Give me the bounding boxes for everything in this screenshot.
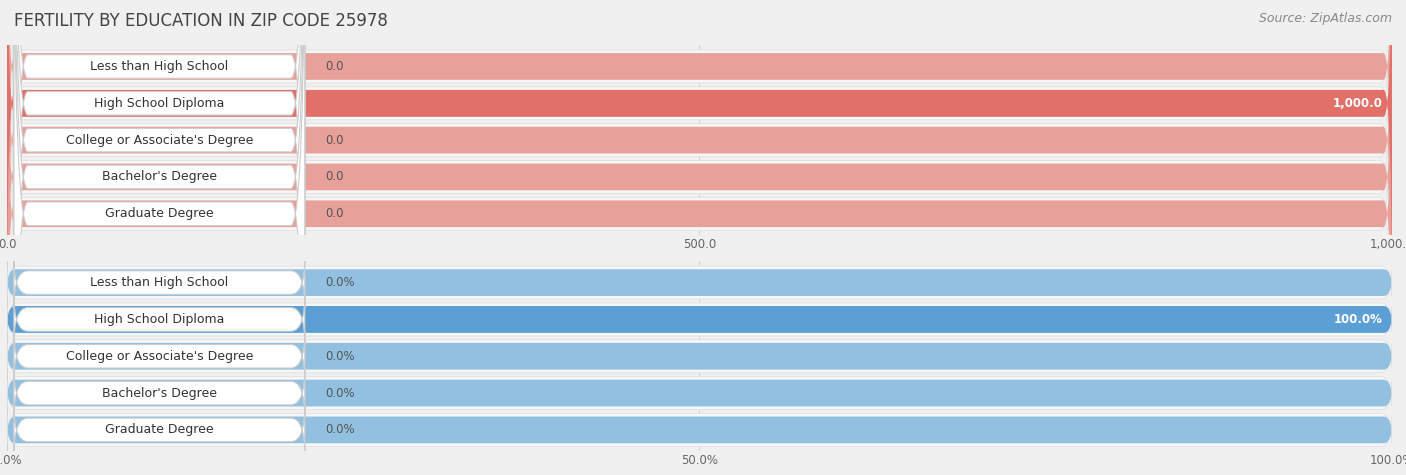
- Text: Bachelor's Degree: Bachelor's Degree: [101, 387, 217, 399]
- FancyBboxPatch shape: [7, 303, 1392, 336]
- Text: 0.0: 0.0: [326, 60, 344, 73]
- Text: 0.0%: 0.0%: [326, 350, 356, 363]
- Text: 0.0%: 0.0%: [326, 423, 356, 437]
- Text: College or Associate's Degree: College or Associate's Degree: [66, 133, 253, 147]
- FancyBboxPatch shape: [7, 417, 1392, 443]
- FancyBboxPatch shape: [7, 0, 1392, 384]
- Text: High School Diploma: High School Diploma: [94, 97, 225, 110]
- FancyBboxPatch shape: [7, 343, 1392, 370]
- Text: Graduate Degree: Graduate Degree: [105, 423, 214, 437]
- FancyBboxPatch shape: [14, 294, 305, 344]
- FancyBboxPatch shape: [7, 340, 1392, 373]
- Text: High School Diploma: High School Diploma: [94, 313, 225, 326]
- FancyBboxPatch shape: [14, 257, 305, 308]
- FancyBboxPatch shape: [7, 0, 1392, 455]
- FancyBboxPatch shape: [14, 331, 305, 381]
- Text: Less than High School: Less than High School: [90, 276, 229, 289]
- FancyBboxPatch shape: [7, 306, 1392, 333]
- Text: 1,000.0: 1,000.0: [1333, 97, 1382, 110]
- FancyBboxPatch shape: [7, 377, 1392, 409]
- FancyBboxPatch shape: [7, 0, 1392, 344]
- FancyBboxPatch shape: [7, 413, 1392, 446]
- FancyBboxPatch shape: [7, 0, 1392, 311]
- FancyBboxPatch shape: [7, 269, 1392, 296]
- Text: 100.0%: 100.0%: [1333, 313, 1382, 326]
- FancyBboxPatch shape: [7, 0, 1392, 311]
- FancyBboxPatch shape: [14, 0, 305, 475]
- FancyBboxPatch shape: [14, 368, 305, 418]
- FancyBboxPatch shape: [14, 0, 305, 460]
- FancyBboxPatch shape: [7, 266, 1392, 299]
- FancyBboxPatch shape: [14, 405, 305, 455]
- FancyBboxPatch shape: [14, 0, 305, 475]
- Text: 0.0: 0.0: [326, 171, 344, 183]
- Text: Bachelor's Degree: Bachelor's Degree: [101, 171, 217, 183]
- FancyBboxPatch shape: [7, 0, 1392, 274]
- FancyBboxPatch shape: [14, 0, 305, 423]
- Text: College or Associate's Degree: College or Associate's Degree: [66, 350, 253, 363]
- FancyBboxPatch shape: [7, 6, 1392, 421]
- Text: 0.0%: 0.0%: [326, 387, 356, 399]
- Text: Graduate Degree: Graduate Degree: [105, 207, 214, 220]
- Text: 0.0: 0.0: [326, 133, 344, 147]
- FancyBboxPatch shape: [14, 0, 305, 475]
- Text: Less than High School: Less than High School: [90, 60, 229, 73]
- FancyBboxPatch shape: [7, 306, 1392, 333]
- FancyBboxPatch shape: [7, 0, 1392, 348]
- Text: Source: ZipAtlas.com: Source: ZipAtlas.com: [1258, 12, 1392, 25]
- FancyBboxPatch shape: [7, 0, 1392, 475]
- FancyBboxPatch shape: [7, 0, 1392, 381]
- Text: 0.0%: 0.0%: [326, 276, 356, 289]
- Text: FERTILITY BY EDUCATION IN ZIP CODE 25978: FERTILITY BY EDUCATION IN ZIP CODE 25978: [14, 12, 388, 30]
- FancyBboxPatch shape: [7, 380, 1392, 407]
- Text: 0.0: 0.0: [326, 207, 344, 220]
- FancyBboxPatch shape: [7, 0, 1392, 418]
